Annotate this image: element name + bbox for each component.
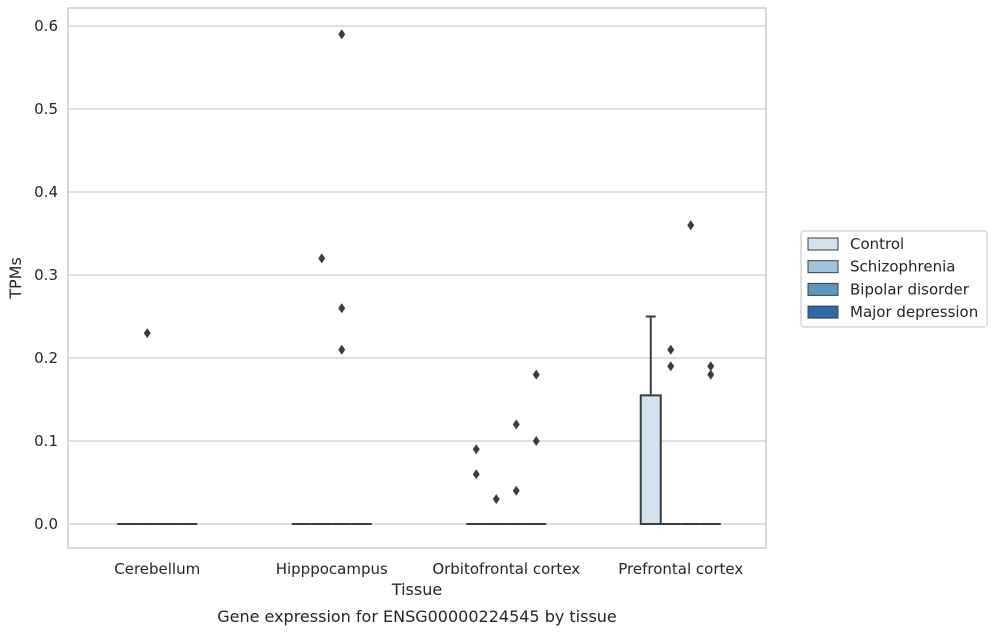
x-tick-label: Cerebellum bbox=[114, 560, 200, 578]
legend-swatch bbox=[807, 305, 839, 319]
outlier-point bbox=[318, 253, 326, 264]
y-tick-label: 0.5 bbox=[34, 100, 58, 118]
plot-frame bbox=[67, 7, 767, 549]
outlier-points bbox=[143, 29, 715, 505]
y-tick-label: 0.3 bbox=[34, 266, 58, 284]
legend-label: Bipolar disorder bbox=[850, 280, 970, 298]
legend-swatch bbox=[807, 237, 839, 251]
x-axis-ticks: Cerebellum Hipppocampus Orbitofrontal cort… bbox=[114, 560, 743, 578]
y-tick-label: 0.1 bbox=[34, 432, 58, 450]
y-gridlines bbox=[68, 25, 766, 525]
outlier-point bbox=[512, 485, 520, 496]
outlier-point bbox=[667, 344, 675, 355]
outlier-point bbox=[512, 419, 520, 430]
legend-label: Control bbox=[850, 235, 904, 253]
x-tick-label: Hipppocampus bbox=[276, 560, 388, 578]
y-axis-label: TPMs bbox=[6, 257, 25, 300]
outlier-point bbox=[492, 494, 500, 505]
x-tick-label: Prefrontal cortex bbox=[618, 560, 743, 578]
legend: Control Schizophrenia Bipolar disorder Majo… bbox=[800, 230, 988, 328]
y-axis-ticks: 0.0 0.1 0.2 0.3 0.4 0.5 0.6 bbox=[34, 17, 58, 533]
outlier-point bbox=[143, 328, 151, 339]
legend-swatch bbox=[807, 282, 839, 296]
chart-caption: Gene expression for ENSG00000224545 by t… bbox=[217, 607, 617, 626]
legend-label: Major depression bbox=[850, 303, 978, 321]
legend-label: Schizophrenia bbox=[850, 258, 955, 276]
outlier-point bbox=[472, 469, 480, 480]
legend-frame bbox=[800, 230, 988, 328]
outlier-point bbox=[532, 369, 540, 380]
y-tick-label: 0.6 bbox=[34, 17, 58, 35]
y-tick-label: 0.0 bbox=[34, 515, 58, 533]
outlier-point bbox=[338, 344, 346, 355]
y-tick-label: 0.4 bbox=[34, 183, 58, 201]
outlier-point bbox=[687, 220, 695, 231]
x-axis-label: Tissue bbox=[391, 580, 442, 599]
outlier-point bbox=[338, 29, 346, 40]
outlier-point bbox=[707, 369, 715, 380]
box-elements bbox=[117, 315, 721, 525]
legend-swatch bbox=[807, 260, 839, 274]
x-tick-label: Orbitofrontal cortex bbox=[432, 560, 580, 578]
y-tick-label: 0.2 bbox=[34, 349, 58, 367]
outlier-point bbox=[707, 361, 715, 372]
outlier-point bbox=[532, 436, 540, 446]
outlier-point bbox=[667, 361, 675, 372]
box-control bbox=[639, 394, 662, 525]
outlier-point bbox=[472, 444, 480, 455]
outlier-point bbox=[338, 303, 346, 314]
